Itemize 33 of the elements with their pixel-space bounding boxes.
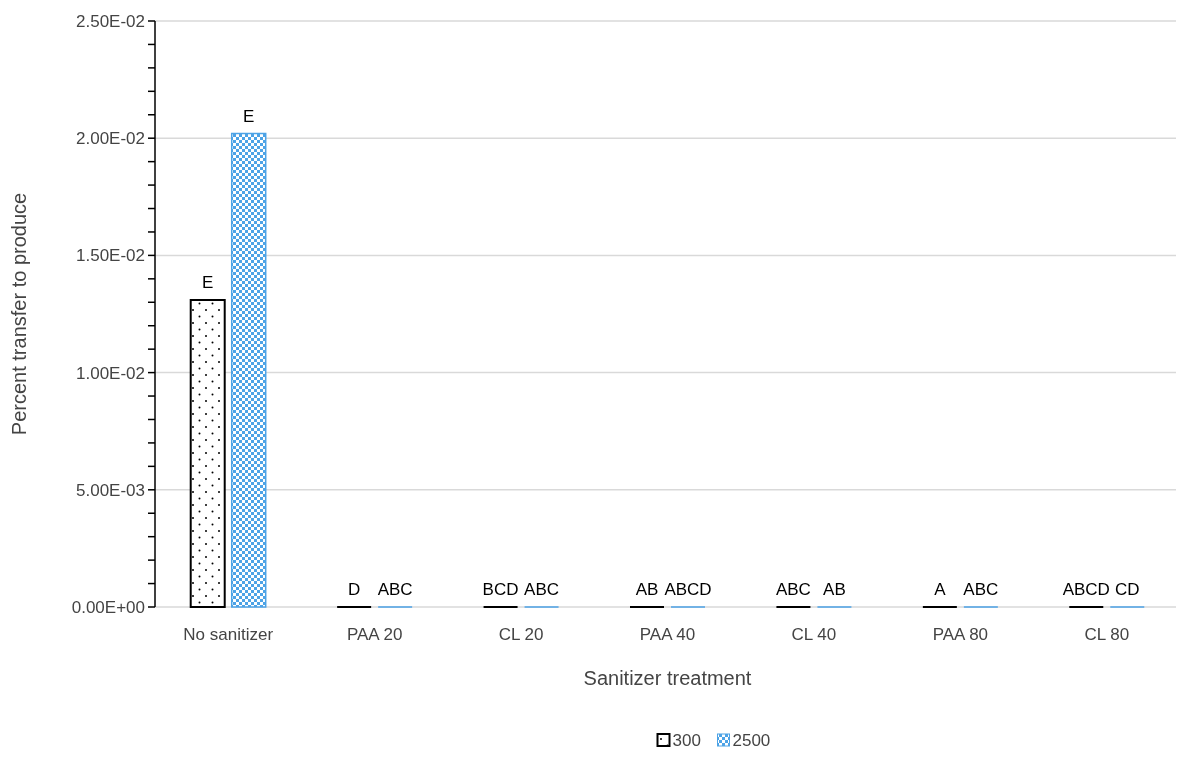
annotation: ABCD bbox=[664, 580, 712, 599]
x-tick-label: CL 80 bbox=[1084, 625, 1130, 644]
x-tick-label: CL 40 bbox=[791, 625, 837, 644]
x-tick-label: PAA 20 bbox=[346, 625, 403, 644]
y-tick-label: 5.00E-03 bbox=[76, 480, 145, 500]
x-tick-label: No sanitizer bbox=[183, 625, 274, 644]
bar bbox=[230, 132, 267, 608]
y-tick-label: 2.00E-02 bbox=[76, 129, 145, 149]
annotation: BCD bbox=[482, 580, 519, 599]
x-axis-title: Sanitizer treatment bbox=[583, 667, 752, 689]
annotation: A bbox=[934, 580, 947, 599]
annotation: D bbox=[348, 580, 361, 599]
x-tick-label: PAA 80 bbox=[932, 625, 989, 644]
legend-label: 2500 bbox=[732, 731, 771, 750]
x-tick-label: PAA 40 bbox=[639, 625, 696, 644]
annotation: ABC bbox=[377, 580, 413, 599]
bar bbox=[189, 298, 226, 608]
annotation: E bbox=[202, 272, 214, 292]
y-tick-label: 1.50E-02 bbox=[76, 246, 145, 266]
annotation: ABCD bbox=[1062, 580, 1110, 599]
annotation: AB bbox=[635, 580, 659, 599]
annotation: ABC bbox=[524, 580, 560, 599]
annotation: AB bbox=[823, 580, 846, 599]
y-tick-label: 1.00E-02 bbox=[76, 363, 145, 383]
annotation: ABC bbox=[963, 580, 999, 599]
y-tick-label: 0.00E+00 bbox=[71, 597, 145, 617]
y-tick-label: 2.50E-02 bbox=[76, 11, 145, 31]
annotation: ABC bbox=[775, 580, 811, 599]
legend-label: 300 bbox=[672, 731, 701, 750]
y-axis-title: Percent transfer to produce bbox=[8, 192, 30, 436]
x-tick-label: CL 20 bbox=[498, 625, 544, 644]
annotation: E bbox=[243, 106, 255, 126]
annotation: CD bbox=[1115, 580, 1140, 599]
